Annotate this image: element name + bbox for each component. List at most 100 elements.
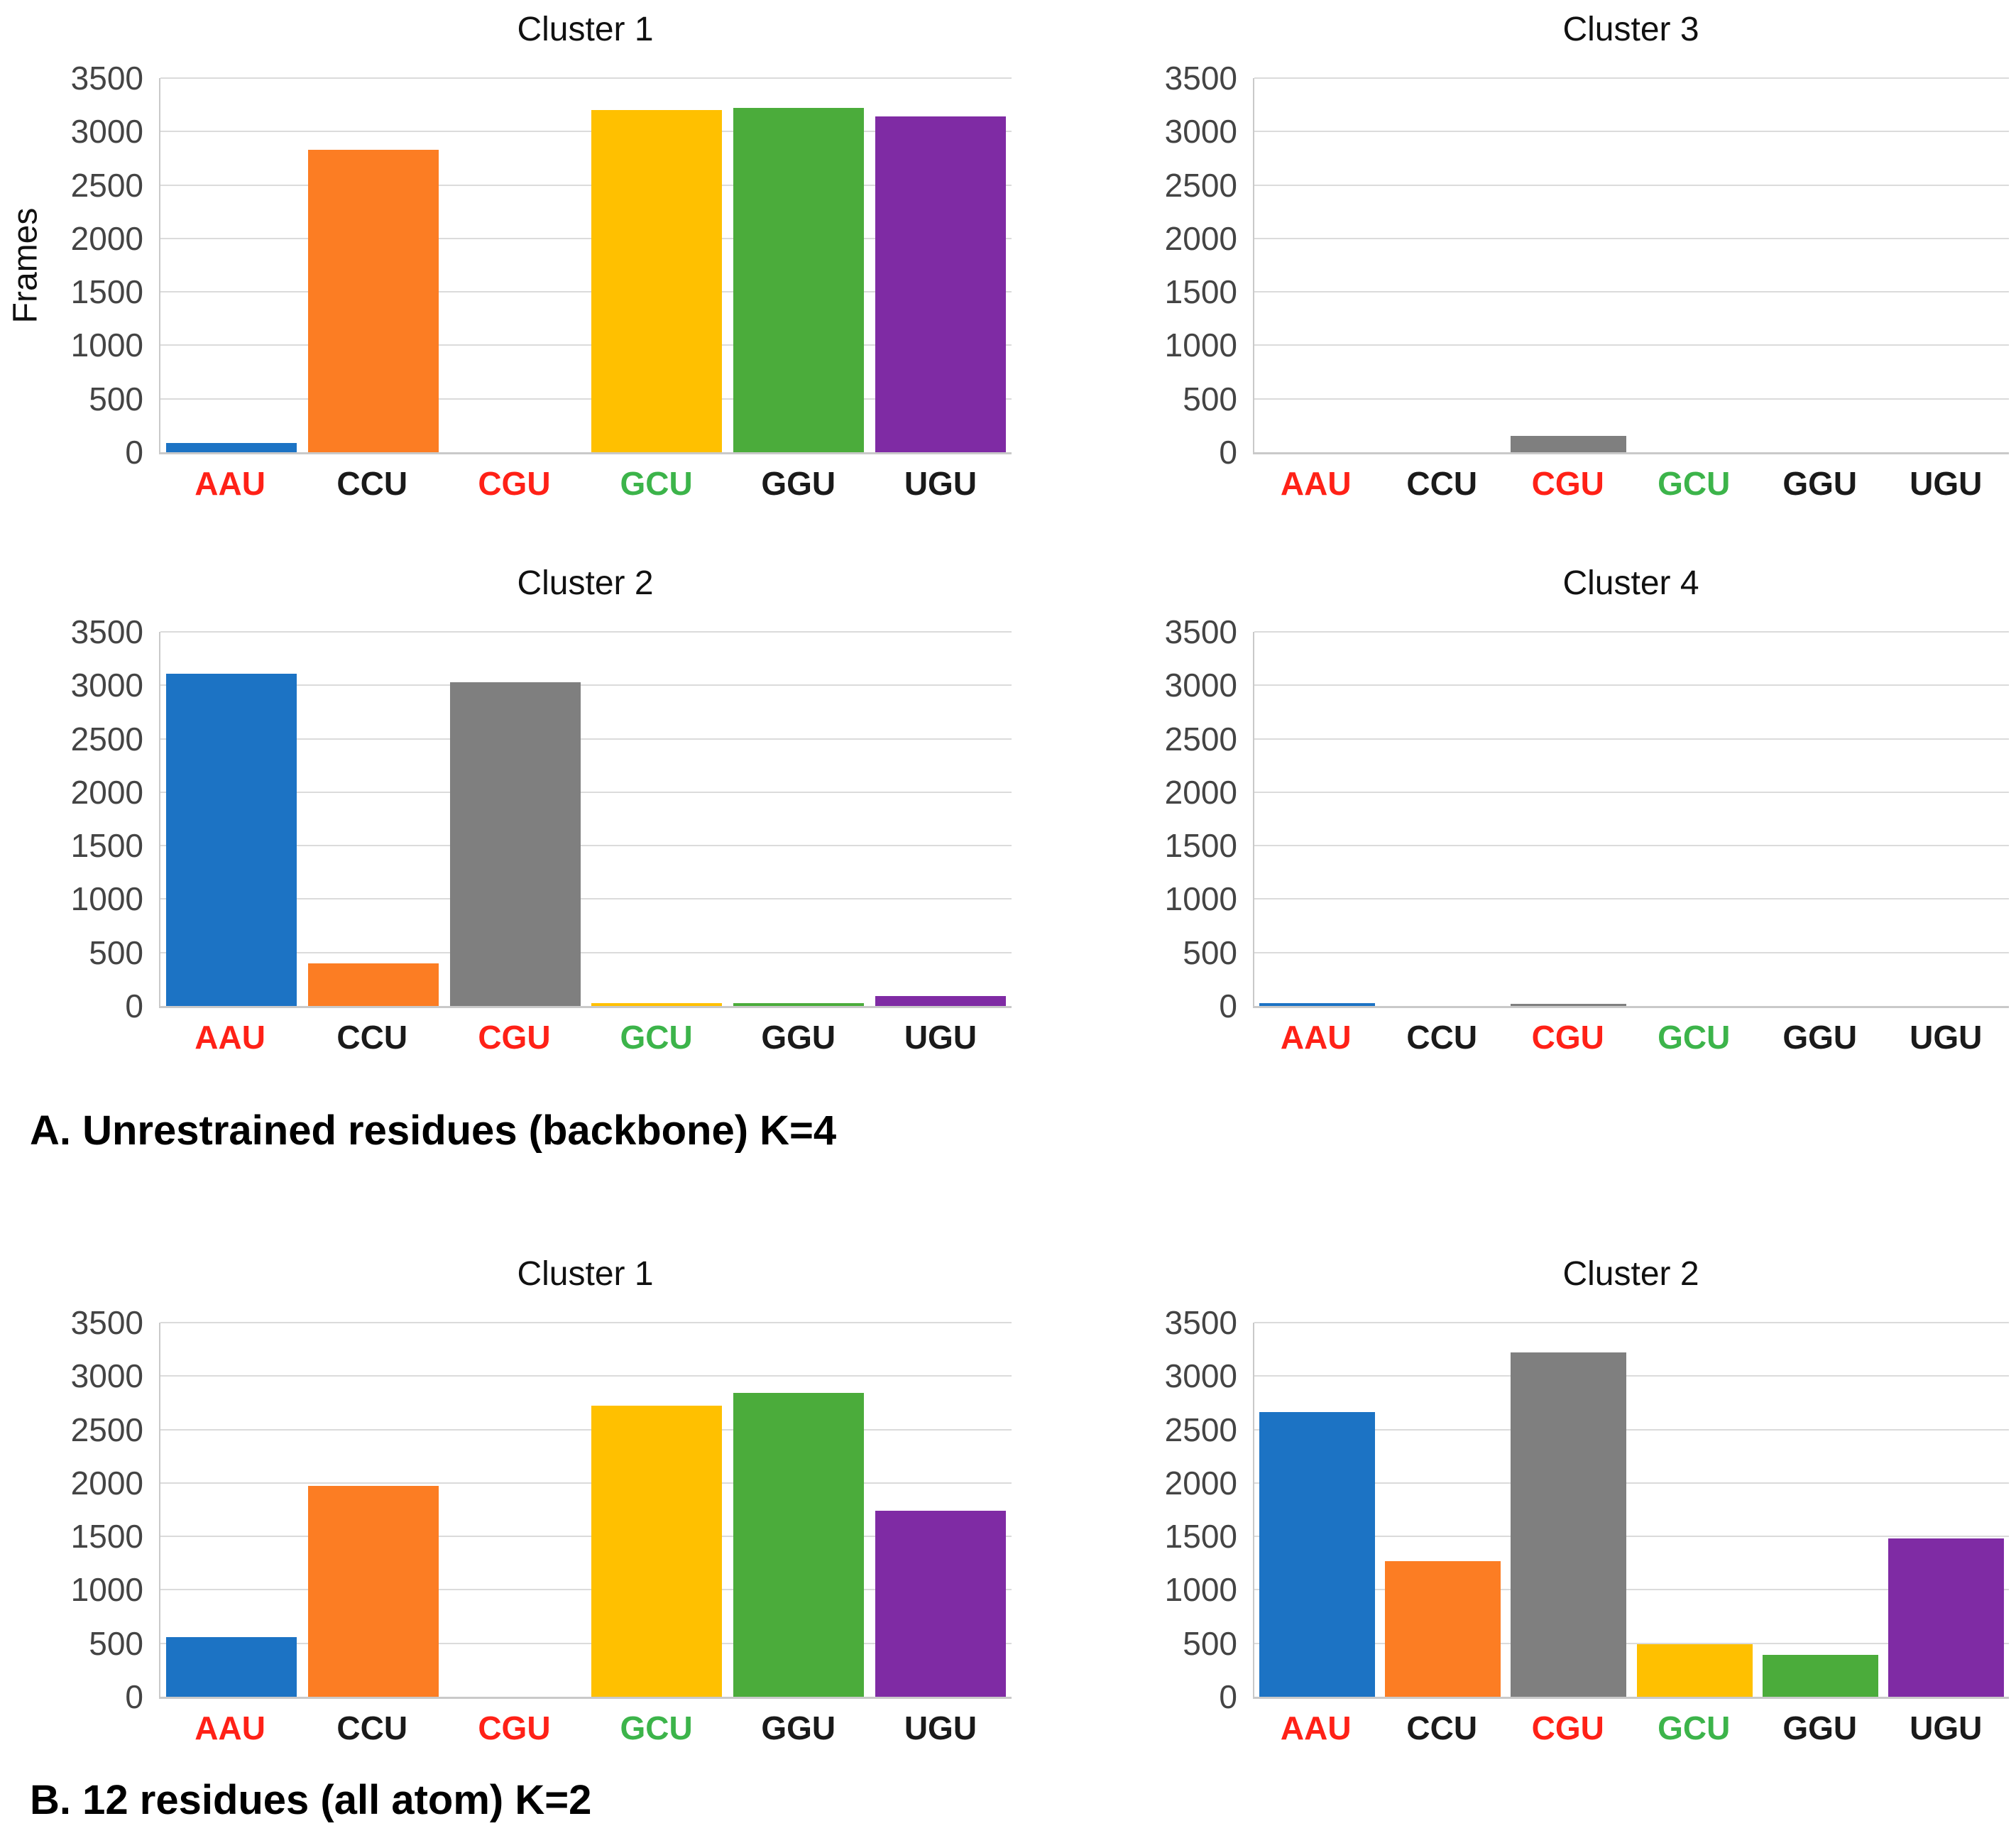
y-axis: 0 500 1000 1500 2000 2500 3000 3500: [0, 62, 159, 469]
gridline: [160, 951, 1012, 953]
chart-body: 0 500 1000 1500 2000 2500 3000 3500: [0, 616, 1065, 1022]
x-label-ccu: CCU: [336, 465, 408, 502]
y-tick-label: 3000: [1164, 1357, 1237, 1395]
bar-ggu: [733, 1393, 865, 1697]
x-label-ccu: CCU: [1406, 1019, 1478, 1056]
y-tick-label: 0: [1219, 434, 1237, 471]
chart-a-cluster-4: Cluster 4 0 500 1000 1500 2000 2500 3000 3500 A…: [1065, 554, 2016, 1063]
x-label-gcu: GCU: [620, 1710, 693, 1746]
x-label-gcu: GCU: [620, 465, 693, 502]
gridline: [1254, 684, 2009, 687]
bar-cgu: [1511, 1352, 1627, 1697]
plot-area: [159, 1322, 1012, 1699]
x-label-cgu: CGU: [1531, 1019, 1604, 1056]
y-tick-label: 2500: [1164, 1411, 1237, 1448]
x-label-ugu: UGU: [904, 1710, 977, 1746]
gridline: [1254, 291, 2009, 293]
chart-title: Cluster 1: [517, 11, 654, 48]
gridline: [1254, 184, 2009, 186]
y-tick-label: 3000: [1164, 113, 1237, 151]
y-axis: 0 500 1000 1500 2000 2500 3000 3500: [1065, 62, 1253, 469]
gridline: [160, 738, 1012, 740]
x-label-ugu: UGU: [1910, 1019, 1983, 1056]
y-tick-label: 3000: [70, 1357, 143, 1395]
chart-b-cluster-1: Cluster 1 0 500 1000 1500 2000 2500 3000 3500 A…: [0, 1245, 1065, 1754]
gridline: [160, 631, 1012, 633]
y-tick-label: 2000: [70, 219, 143, 257]
x-label-cgu: CGU: [478, 1019, 551, 1056]
y-tick-label: 2000: [70, 1464, 143, 1502]
bar-cgu: [1511, 1004, 1627, 1006]
x-label-cgu: CGU: [478, 465, 551, 502]
bar-aau: [165, 673, 297, 1006]
y-tick-label: 500: [89, 1624, 143, 1662]
x-axis: AAU CCU CGU GCU GGU UGU: [159, 1008, 1012, 1063]
x-label-ugu: UGU: [904, 1019, 977, 1056]
gridline: [160, 1589, 1012, 1591]
bar-ggu: [1762, 1655, 1878, 1697]
x-label-gcu: GCU: [620, 1019, 693, 1056]
x-label-gcu: GCU: [1658, 1019, 1731, 1056]
y-tick-label: 0: [125, 434, 143, 471]
x-label-ccu: CCU: [336, 1710, 408, 1746]
x-label-cgu: CGU: [1531, 465, 1604, 502]
y-tick-label: 3500: [70, 1304, 143, 1341]
chart-a-cluster-3: Cluster 3 0 500 1000 1500 2000 2500 3000 3500 A…: [1065, 0, 2016, 510]
gridline: [1254, 77, 2009, 79]
gridline: [160, 1322, 1012, 1323]
bar-ggu: [733, 108, 865, 452]
gridline: [1254, 237, 2009, 239]
bar-ccu: [307, 149, 439, 452]
bar-ggu: [733, 1003, 865, 1006]
x-label-ggu: GGU: [1782, 465, 1858, 502]
y-tick-label: 3000: [70, 667, 143, 704]
x-label-ggu: GGU: [761, 1019, 836, 1056]
gridline: [160, 184, 1012, 186]
bar-gcu: [591, 110, 723, 452]
gridline: [160, 791, 1012, 793]
gridline: [160, 898, 1012, 900]
gridline: [160, 291, 1012, 293]
chart-title: Cluster 2: [517, 564, 654, 602]
y-tick-label: 500: [89, 380, 143, 417]
y-tick-label: 3500: [70, 613, 143, 650]
y-tick-label: 3000: [70, 113, 143, 151]
x-label-gcu: GCU: [1658, 1710, 1731, 1746]
x-label-ggu: GGU: [761, 465, 836, 502]
y-tick-label: 500: [1183, 380, 1237, 417]
y-tick-label: 1000: [70, 1571, 143, 1609]
y-tick-label: 2500: [70, 166, 143, 204]
y-tick-label: 3500: [1164, 613, 1237, 650]
chart-body: 0 500 1000 1500 2000 2500 3000 3500: [1065, 62, 2016, 469]
gridline: [1254, 845, 2009, 847]
y-tick-label: 2000: [70, 773, 143, 811]
bar-cgu: [1511, 436, 1627, 452]
y-tick-label: 3500: [1164, 1304, 1237, 1341]
bar-aau: [165, 443, 297, 452]
x-axis: AAU CCU CGU GCU GGU UGU: [1253, 1699, 2009, 1754]
y-axis: 0 500 1000 1500 2000 2500 3000 3500: [0, 616, 159, 1022]
gridline: [160, 131, 1012, 133]
bar-ccu: [307, 1486, 439, 1697]
bar-gcu: [591, 1003, 723, 1006]
y-tick-label: 3500: [1164, 60, 1237, 97]
x-label-aau: AAU: [1280, 1710, 1352, 1746]
chart-body: 0 500 1000 1500 2000 2500 3000 3500: [1065, 616, 2016, 1022]
chart-b-cluster-2: Cluster 2 0 500 1000 1500 2000 2500 3000 3500 A…: [1065, 1245, 2016, 1754]
plot-area: [159, 631, 1012, 1008]
y-tick-label: 2000: [1164, 1464, 1237, 1502]
chart-body: 0 500 1000 1500 2000 2500 3000 3500: [1065, 1306, 2016, 1713]
y-axis: 0 500 1000 1500 2000 2500 3000 3500: [1065, 616, 1253, 1022]
section-a-label: A. Unrestrained residues (backbone) K=4: [30, 1108, 837, 1154]
gridline: [160, 1428, 1012, 1431]
section-a-row-2: Cluster 2 0 500 1000 1500 2000 2500 3000 3500 A…: [0, 554, 2016, 1063]
gridline: [1254, 1536, 2009, 1538]
section-b-row-1: Cluster 1 0 500 1000 1500 2000 2500 3000 3500 A…: [0, 1245, 2016, 1754]
gridline: [1254, 738, 2009, 740]
chart-a-cluster-1: Cluster 1 0 500 1000 1500 2000 2500 3000 3500 A…: [0, 0, 1065, 510]
y-tick-label: 2500: [70, 1411, 143, 1448]
bar-ugu: [875, 116, 1006, 452]
chart-title: Cluster 3: [1562, 11, 1699, 48]
x-label-aau: AAU: [195, 1710, 265, 1746]
x-axis: AAU CCU CGU GCU GGU UGU: [1253, 454, 2009, 510]
